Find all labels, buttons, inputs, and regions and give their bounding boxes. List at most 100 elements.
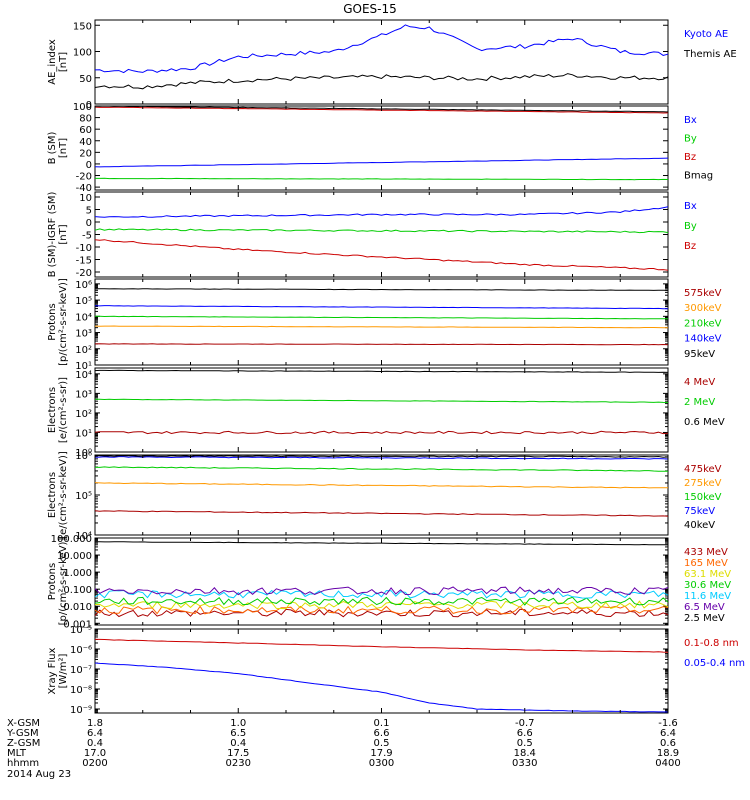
- y-tick-label: -20: [76, 268, 92, 279]
- y-axis-label: Xray Flux: [47, 647, 58, 694]
- footer-value: 6.6: [374, 728, 390, 739]
- series-line-95kev: [94, 288, 669, 291]
- panel-protons_mev: 0.001 0.010 0.100 1.000 10.000 100.000 Protons…: [47, 534, 731, 630]
- legend-entry: 140keV: [684, 334, 722, 345]
- y-tick-label: 0.010: [63, 602, 92, 613]
- y-axis-label: [e/(cm²-s-sr-keV)]: [58, 451, 69, 539]
- series-line-by: [94, 228, 669, 234]
- y-tick-label: -5: [82, 231, 92, 242]
- y-tick-label: 20: [79, 148, 92, 159]
- series-line-165-mev: [94, 605, 669, 615]
- series-line-475kev: [94, 510, 669, 517]
- y-tick-label: 100: [73, 48, 92, 59]
- series-line-0-1-0-8-nm: [95, 638, 669, 653]
- footer-value: -0.7: [515, 718, 535, 729]
- y-tick-label: 0: [86, 100, 92, 111]
- series-line-140kev: [94, 305, 668, 310]
- legend-entry: 275keV: [684, 478, 722, 489]
- y-tick-label: 10⁻⁸: [70, 685, 92, 696]
- y-axis-label: [e/(cm²-s-sr)]: [58, 377, 69, 443]
- series-line-575kev: [94, 343, 669, 346]
- panel-protons_low: 10¹ 10² 10³ 10⁴ 10⁵ 10⁶ Protons [p/(cm²-s-sr-ke…: [47, 278, 722, 372]
- legend-entry: 0.1-0.8 nm: [684, 638, 739, 649]
- legend-entry: 11.6 MeV: [684, 591, 731, 602]
- y-tick-label: 100: [73, 102, 92, 113]
- legend-entry: 75keV: [684, 506, 715, 517]
- footer-row-label: hhmm: [7, 758, 39, 769]
- footer-value: 17.0: [84, 748, 106, 759]
- footer-value: 0.4: [87, 738, 103, 749]
- series-line-4-mev: [94, 430, 669, 435]
- panel-frame: [94, 367, 669, 453]
- legend-entry: 2 MeV: [684, 397, 715, 408]
- y-tick-label: 10⁴: [75, 531, 92, 542]
- y-tick-label: 100.000: [51, 534, 92, 545]
- y-axis-label: [nT]: [58, 138, 69, 158]
- y-tick-label: -40: [76, 183, 92, 194]
- y-tick-label: 10⁶: [75, 451, 92, 462]
- y-axis-label: [W/m²]: [58, 653, 69, 688]
- footer-row-label: Z-GSM: [7, 738, 40, 749]
- panel-frame: [94, 191, 669, 278]
- legend-entry: 6.5 MeV: [684, 602, 725, 613]
- y-tick-label: 0.001: [63, 619, 92, 630]
- footer-ephemeris: X-GSM 1.8 1.0 0.1 -0.7 -1.6 Y-GSM 6.4 6.5 6.6 6.6 6…: [6, 718, 681, 780]
- series-line-300kev: [94, 325, 668, 329]
- panel-frame: [94, 19, 669, 105]
- y-tick-label: 150: [73, 21, 92, 32]
- series-line-63-1-mev: [94, 600, 669, 610]
- y-tick-label: 10⁵: [75, 491, 92, 502]
- footer-value: 0.4: [230, 738, 246, 749]
- panel-frame: [94, 278, 669, 366]
- footer-date: 2014 Aug 23: [7, 769, 71, 780]
- legend-entry: 475keV: [684, 464, 722, 475]
- legend-entry: By: [684, 134, 697, 145]
- y-tick-label: 10⁶: [75, 280, 92, 291]
- y-tick-label: 0.100: [63, 585, 92, 596]
- series-line-150kev: [94, 466, 669, 472]
- y-tick-label: 10⁻⁹: [70, 705, 92, 716]
- legend-entry: 30.6 MeV: [684, 580, 731, 591]
- legend-entry: Bz: [684, 152, 696, 163]
- legend-entry: 150keV: [684, 492, 722, 503]
- legend-entry: 2.5 MeV: [684, 613, 725, 624]
- series-line-2-5-mev: [95, 541, 668, 546]
- series-line-kyoto-ae: [94, 24, 669, 74]
- legend-entry: Kyoto AE: [684, 29, 728, 40]
- footer-value: 18.9: [657, 748, 679, 759]
- footer-row-label: X-GSM: [7, 718, 40, 729]
- footer-row-label: MLT: [7, 748, 27, 759]
- footer-value: 18.4: [514, 748, 536, 759]
- y-tick-label: 10⁻⁷: [70, 665, 92, 676]
- series-line-bx: [94, 157, 669, 168]
- legend-entry: Bx: [684, 201, 697, 212]
- legend-entry: 0.6 MeV: [684, 417, 725, 428]
- footer-value: 6.5: [230, 728, 246, 739]
- series-line-210kev: [95, 315, 668, 320]
- y-axis-label: [nT]: [58, 224, 69, 244]
- y-tick-label: 10²: [75, 409, 92, 420]
- y-tick-label: 10³: [75, 329, 92, 340]
- y-tick-label: -10: [76, 243, 92, 254]
- figure-title: GOES-15: [343, 2, 397, 16]
- legend-entry: Bmag: [684, 171, 713, 182]
- legend-entry: Bz: [684, 241, 696, 252]
- y-tick-label: 10⁴: [75, 370, 92, 381]
- series-line-2-mev: [94, 398, 669, 403]
- series-line-themis-ae: [94, 73, 669, 90]
- footer-value: 1.8: [87, 718, 103, 729]
- panel-electrons_mev: 10⁰ 10¹ 10² 10³ 10⁴ Electrons [e/(cm²-s-sr)] 4 …: [47, 367, 725, 459]
- y-tick-label: 40: [79, 137, 92, 148]
- legend-entry: Bx: [684, 115, 697, 126]
- y-tick-label: 10¹: [75, 428, 92, 439]
- series-line-0-05-0-4-nm: [94, 662, 669, 713]
- legend-entry: 4 MeV: [684, 377, 715, 388]
- footer-value: -1.6: [658, 718, 678, 729]
- y-tick-label: 10: [79, 193, 92, 204]
- series-line-275kev: [94, 482, 668, 489]
- legend-entry: 300keV: [684, 303, 722, 314]
- y-tick-label: 60: [79, 125, 92, 136]
- footer-value: 0200: [82, 758, 107, 769]
